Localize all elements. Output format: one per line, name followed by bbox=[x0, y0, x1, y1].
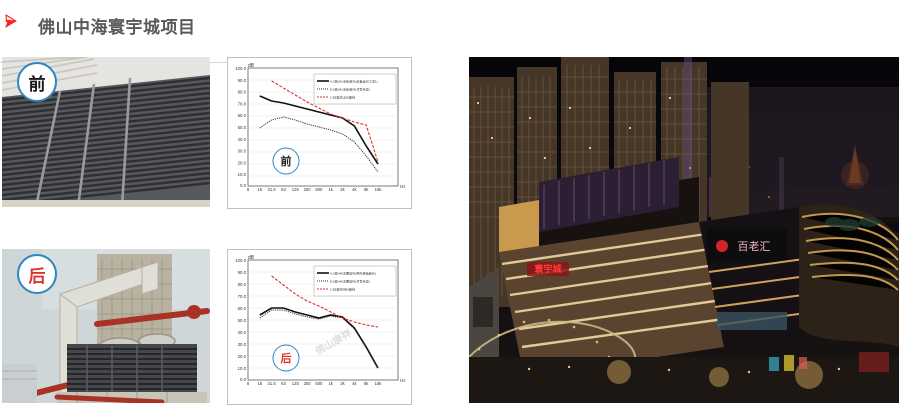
svg-text:31.5: 31.5 bbox=[268, 381, 277, 386]
svg-text:0.0: 0.0 bbox=[240, 183, 247, 188]
svg-text:C:标准对比80曲线: C:标准对比80曲线 bbox=[330, 94, 355, 99]
svg-text:250: 250 bbox=[304, 187, 312, 192]
svg-text:8: 8 bbox=[247, 187, 250, 192]
svg-text:500: 500 bbox=[315, 187, 323, 192]
svg-text:30.0: 30.0 bbox=[238, 342, 247, 347]
svg-text:50.0: 50.0 bbox=[238, 318, 247, 323]
svg-text:60.0: 60.0 bbox=[238, 306, 247, 311]
svg-text:B:2栋2#6主要窗外(背景状态): B:2栋2#6主要窗外(背景状态) bbox=[330, 278, 370, 283]
svg-text:16: 16 bbox=[257, 187, 262, 192]
svg-text:C:标准时间80曲线: C:标准时间80曲线 bbox=[330, 286, 355, 291]
svg-text:百老汇: 百老汇 bbox=[738, 240, 771, 253]
svg-text:31.5: 31.5 bbox=[268, 187, 277, 192]
svg-text:A:2栋2#1主新装冷(设备运行工况1): A:2栋2#1主新装冷(设备运行工况1) bbox=[330, 78, 378, 83]
svg-text:63: 63 bbox=[281, 381, 286, 386]
svg-text:50.0: 50.0 bbox=[238, 125, 247, 130]
svg-text:Hz: Hz bbox=[400, 378, 406, 383]
svg-text:63: 63 bbox=[281, 187, 286, 192]
svg-text:80.0: 80.0 bbox=[238, 282, 247, 287]
svg-text:100.0: 100.0 bbox=[235, 258, 246, 263]
svg-text:前: 前 bbox=[281, 154, 292, 168]
svg-text:佛山康祥: 佛山康祥 bbox=[312, 326, 354, 358]
svg-text:20.0: 20.0 bbox=[238, 160, 247, 165]
svg-text:后: 后 bbox=[281, 351, 292, 365]
svg-text:4k: 4k bbox=[352, 187, 357, 192]
svg-text:70.0: 70.0 bbox=[238, 294, 247, 299]
svg-text:30.0: 30.0 bbox=[238, 149, 247, 154]
svg-text:B:2栋2#1主新装冷(背景状态): B:2栋2#1主新装冷(背景状态) bbox=[330, 86, 370, 91]
svg-text:8k: 8k bbox=[364, 187, 369, 192]
svg-text:10.0: 10.0 bbox=[238, 366, 247, 371]
svg-text:500: 500 bbox=[315, 381, 323, 386]
svg-text:250: 250 bbox=[304, 381, 312, 386]
svg-text:125: 125 bbox=[292, 381, 300, 386]
svg-text:80.0: 80.0 bbox=[238, 90, 247, 95]
svg-text:60.0: 60.0 bbox=[238, 113, 247, 118]
svg-text:4k: 4k bbox=[352, 381, 357, 386]
svg-text:70.0: 70.0 bbox=[238, 101, 247, 106]
svg-text:16: 16 bbox=[257, 381, 262, 386]
svg-text:10.0: 10.0 bbox=[238, 172, 247, 177]
svg-text:8: 8 bbox=[247, 381, 250, 386]
svg-text:20.0: 20.0 bbox=[238, 354, 247, 359]
svg-text:100.0: 100.0 bbox=[235, 66, 246, 71]
svg-text:8k: 8k bbox=[364, 381, 369, 386]
svg-text:90.0: 90.0 bbox=[238, 270, 247, 275]
svg-text:90.0: 90.0 bbox=[238, 78, 247, 83]
svg-text:16k: 16k bbox=[375, 187, 383, 192]
svg-text:2k: 2k bbox=[340, 381, 345, 386]
svg-text:125: 125 bbox=[292, 187, 300, 192]
svg-text:寰宇城: 寰宇城 bbox=[533, 263, 561, 274]
svg-text:1k: 1k bbox=[328, 381, 333, 386]
svg-text:2k: 2k bbox=[340, 187, 345, 192]
svg-text:Hz: Hz bbox=[400, 184, 406, 189]
svg-text:16k: 16k bbox=[375, 381, 383, 386]
svg-text:40.0: 40.0 bbox=[238, 330, 247, 335]
svg-text:A:2栋2#6主要窗外(预外部缩造价): A:2栋2#6主要窗外(预外部缩造价) bbox=[330, 270, 376, 275]
svg-text:1k: 1k bbox=[328, 187, 333, 192]
svg-text:40.0: 40.0 bbox=[238, 137, 247, 142]
svg-text:0.0: 0.0 bbox=[240, 377, 247, 382]
